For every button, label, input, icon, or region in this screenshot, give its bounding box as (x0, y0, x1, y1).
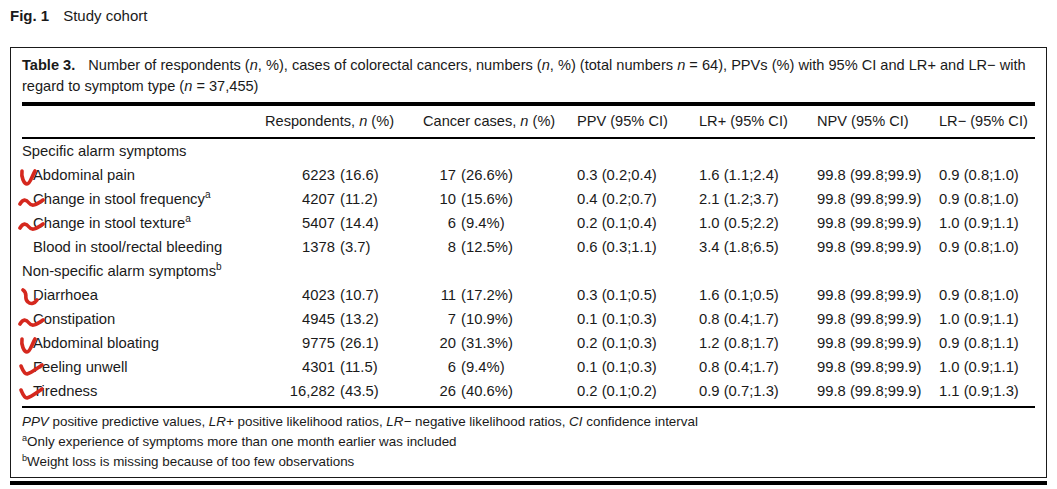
npv-cell: 99.8 (99.8;99.9) (817, 215, 939, 231)
table-row: Blood in stool/rectal bleeding 1378(3.7)… (22, 235, 1035, 259)
ppv-cell: 0.6 (0.3;1.1) (577, 239, 699, 255)
respondents-cell: 5407(14.4) (265, 215, 423, 231)
lr-minus-cell: 0.9 (0.8;1.0) (939, 287, 1035, 303)
table-caption: Table 3.Number of respondents (n, %), ca… (22, 48, 1035, 97)
npv-cell: 99.8 (99.8;99.9) (817, 359, 939, 375)
lr-plus-cell: 1.6 (0.1;0.5) (699, 287, 817, 303)
respondents-cell: 1378(3.7) (265, 239, 423, 255)
respondents-cell: 6223(16.6) (265, 167, 423, 183)
symptom-label: Constipation (33, 311, 115, 327)
symptom-cell: Tiredness (22, 383, 265, 399)
symptom-cell: Feeling unwell (22, 359, 265, 375)
symptom-cell: Diarrhoea (22, 287, 265, 303)
respondents-cell: 4207(11.2) (265, 191, 423, 207)
symptom-label: Feeling unwell (33, 359, 128, 375)
symptom-label: Abdominal bloating (33, 335, 159, 351)
footnote-abbreviations: PPV positive predictive values, LR+ posi… (22, 412, 1035, 432)
symptom-label: Tiredness (33, 383, 97, 399)
symptom-label: Change in stool texture (33, 215, 185, 231)
symptom-cell: Abdominal pain (22, 167, 265, 183)
table-row: Feeling unwell 4301(11.5) 6(9.4%) 0.1 (0… (22, 355, 1035, 379)
ppv-cell: 0.4 (0.2;0.7) (577, 191, 699, 207)
lr-minus-cell: 0.9 (0.8;1.1) (939, 335, 1035, 351)
lr-plus-cell: 1.0 (0.5;2.2) (699, 215, 817, 231)
col-header-ppv: PPV (95% CI) (577, 113, 699, 129)
table-footnotes: PPV positive predictive values, LR+ posi… (22, 408, 1035, 472)
lr-plus-cell: 3.4 (1.8;6.5) (699, 239, 817, 255)
respondents-cell: 9775(26.1) (265, 335, 423, 351)
cancer-cases-cell: 20(31.3%) (423, 335, 577, 351)
npv-cell: 99.8 (99.8;99.9) (817, 311, 939, 327)
ppv-cell: 0.1 (0.1;0.3) (577, 359, 699, 375)
npv-cell: 99.8 (99.8;99.9) (817, 383, 939, 399)
cancer-cases-cell: 6(9.4%) (423, 215, 577, 231)
figure-caption: Fig. 1Study cohort (10, 7, 147, 24)
col-header-lr-plus: LR+ (95% CI) (699, 113, 817, 129)
npv-cell: 99.8 (99.8;99.9) (817, 239, 939, 255)
table-row: Abdominal bloating 9775(26.1) 20(31.3%) … (22, 331, 1035, 355)
respondents-cell: 4301(11.5) (265, 359, 423, 375)
cancer-cases-cell: 17(26.6%) (423, 167, 577, 183)
respondents-cell: 4023(10.7) (265, 287, 423, 303)
ppv-cell: 0.2 (0.1;0.2) (577, 383, 699, 399)
cancer-cases-cell: 7(10.9%) (423, 311, 577, 327)
lr-plus-cell: 0.9 (0.7;1.3) (699, 383, 817, 399)
cancer-cases-cell: 26(40.6%) (423, 383, 577, 399)
lr-minus-cell: 1.1 (0.9;1.3) (939, 383, 1035, 399)
section-row: Specific alarm symptoms (22, 139, 1035, 163)
col-header-npv: NPV (95% CI) (817, 113, 939, 129)
ppv-cell: 0.1 (0.1;0.3) (577, 311, 699, 327)
symptom-label: Change in stool frequency (33, 191, 205, 207)
table-row: Abdominal pain 6223(16.6) 17(26.6%) 0.3 … (22, 163, 1035, 187)
table-row: Diarrhoea 4023(10.7) 11(17.2%) 0.3 (0.1;… (22, 283, 1035, 307)
section-label: Non-specific alarm symptomsb (22, 263, 1035, 279)
symptom-cell: Constipation (22, 311, 265, 327)
lr-minus-cell: 1.0 (0.9;1.1) (939, 359, 1035, 375)
table-row: Change in stool texturea 5407(14.4) 6(9.… (22, 211, 1035, 235)
lr-plus-cell: 0.8 (0.4;1.7) (699, 359, 817, 375)
table-row: Tiredness 16,282(43.5) 26(40.6%) 0.2 (0.… (22, 379, 1035, 403)
npv-cell: 99.8 (99.8;99.9) (817, 287, 939, 303)
symptom-cell: Blood in stool/rectal bleeding (22, 239, 265, 255)
symptom-label: Blood in stool/rectal bleeding (33, 239, 222, 255)
symptom-label: Abdominal pain (33, 167, 135, 183)
symptom-cell: Abdominal bloating (22, 335, 265, 351)
section-label: Specific alarm symptoms (22, 143, 1035, 159)
cancer-cases-cell: 10(15.6%) (423, 191, 577, 207)
table-row: Constipation 4945(13.2) 7(10.9%) 0.1 (0.… (22, 307, 1035, 331)
ppv-cell: 0.2 (0.1;0.3) (577, 335, 699, 351)
cancer-cases-cell: 8(12.5%) (423, 239, 577, 255)
footnote-b: bWeight loss is missing because of too f… (22, 452, 1035, 472)
lr-plus-cell: 1.6 (1.1;2.4) (699, 167, 817, 183)
respondents-cell: 16,282(43.5) (265, 383, 423, 399)
table-row: Change in stool frequencya 4207(11.2) 10… (22, 187, 1035, 211)
col-header-respondents: Respondents, n (%) (265, 113, 423, 129)
respondents-cell: 4945(13.2) (265, 311, 423, 327)
lr-minus-cell: 0.9 (0.8;1.0) (939, 191, 1035, 207)
table-3-panel: Table 3.Number of respondents (n, %), ca… (10, 47, 1047, 478)
symptom-cell: Change in stool texturea (22, 215, 265, 231)
section-row: Non-specific alarm symptomsb (22, 259, 1035, 283)
lr-plus-cell: 0.8 (0.4;1.7) (699, 311, 817, 327)
ppv-cell: 0.2 (0.1;0.4) (577, 215, 699, 231)
lr-minus-cell: 0.9 (0.8;1.0) (939, 239, 1035, 255)
npv-cell: 99.8 (99.8;99.9) (817, 191, 939, 207)
col-header-cancer-cases: Cancer cases, n (%) (423, 113, 577, 129)
symptom-cell: Change in stool frequencya (22, 191, 265, 207)
footnote-a: aOnly experience of symptoms more than o… (22, 432, 1035, 452)
lr-minus-cell: 1.0 (0.9;1.1) (939, 215, 1035, 231)
lr-minus-cell: 1.0 (0.9;1.1) (939, 311, 1035, 327)
npv-cell: 99.8 (99.8;99.9) (817, 335, 939, 351)
ppv-cell: 0.3 (0.2;0.4) (577, 167, 699, 183)
cancer-cases-cell: 11(17.2%) (423, 287, 577, 303)
symptom-label: Diarrhoea (33, 287, 98, 303)
lr-minus-cell: 0.9 (0.8;1.0) (939, 167, 1035, 183)
lr-plus-cell: 2.1 (1.2;3.7) (699, 191, 817, 207)
lr-plus-cell: 1.2 (0.8;1.7) (699, 335, 817, 351)
cancer-cases-cell: 6(9.4%) (423, 359, 577, 375)
ppv-cell: 0.3 (0.1;0.5) (577, 287, 699, 303)
table-header-row: Respondents, n (%) Cancer cases, n (%) P… (22, 106, 1035, 137)
npv-cell: 99.8 (99.8;99.9) (817, 167, 939, 183)
col-header-lr-minus: LR− (95% CI) (939, 113, 1035, 129)
